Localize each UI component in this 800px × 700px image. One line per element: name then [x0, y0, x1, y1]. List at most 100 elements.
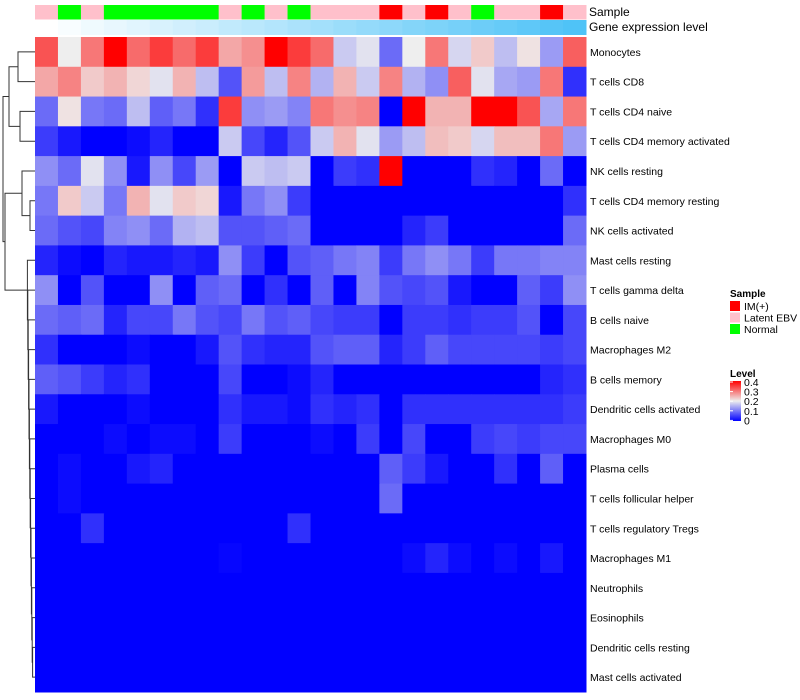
heatmap-cell	[448, 453, 472, 485]
gene-expression-annotation-cell	[218, 20, 243, 35]
row-label: B cells naive	[590, 315, 649, 327]
gene-expression-annotation-cell	[264, 20, 289, 35]
heatmap-cell	[241, 215, 266, 246]
heatmap-cell	[195, 572, 220, 604]
heatmap-cell	[494, 394, 518, 425]
dendrogram-branch	[2, 96, 9, 243]
sample-annotation-cell	[57, 5, 82, 20]
heatmap-cell	[333, 37, 357, 68]
heatmap-cell	[494, 424, 518, 455]
heatmap-cell	[333, 304, 357, 336]
heatmap-cell	[103, 394, 128, 425]
heatmap-cell	[563, 126, 587, 157]
heatmap-cell	[379, 483, 403, 514]
heatmap-cell	[333, 424, 357, 455]
heatmap-cell	[172, 394, 197, 425]
heatmap-cell	[264, 483, 289, 514]
heatmap-cell	[241, 245, 266, 276]
heatmap-cell	[287, 602, 311, 633]
heatmap-cell	[333, 245, 357, 276]
heatmap-cell	[448, 275, 472, 306]
heatmap-cell	[402, 245, 426, 276]
heatmap-cell	[402, 513, 426, 544]
heatmap-cell	[333, 483, 357, 514]
sample-annotation-cell	[540, 5, 564, 20]
legend-entry-label: Normal	[744, 324, 778, 336]
heatmap-cell	[379, 632, 403, 663]
heatmap-cell	[195, 185, 220, 217]
heatmap-cell	[149, 37, 174, 68]
heatmap-cell	[35, 453, 59, 485]
heatmap-cell	[287, 453, 311, 485]
heatmap-cell	[425, 275, 449, 306]
heatmap-cell	[494, 543, 518, 574]
heatmap-cell	[379, 543, 403, 574]
heatmap-cell	[540, 126, 564, 157]
heatmap-cell	[80, 96, 105, 127]
heatmap-cell	[425, 572, 449, 604]
heatmap-cell	[35, 37, 59, 68]
heatmap-cell	[494, 364, 518, 395]
sample-annotation-cell	[379, 5, 403, 20]
heatmap-cell	[471, 37, 495, 68]
heatmap-cell	[448, 215, 472, 246]
heatmap-cell	[287, 513, 311, 544]
heatmap-cell	[356, 334, 380, 365]
heatmap-cell	[103, 513, 128, 544]
heatmap-cell	[402, 215, 426, 246]
heatmap-cell	[57, 483, 82, 514]
heatmap-cell	[333, 453, 357, 485]
heatmap-cell	[379, 245, 403, 276]
heatmap-cell	[540, 453, 564, 485]
heatmap-cell	[264, 394, 289, 425]
heatmap-cell	[310, 632, 334, 663]
heatmap-cell	[149, 215, 174, 246]
heatmap-cell	[425, 156, 449, 187]
heatmap-cell	[379, 185, 403, 217]
heatmap-cell	[356, 156, 380, 187]
heatmap-cell	[494, 126, 518, 157]
heatmap-cell	[310, 96, 334, 127]
heatmap-cell	[540, 662, 564, 693]
heatmap-cell	[471, 66, 495, 98]
heatmap-cell	[103, 185, 128, 217]
heatmap-cell	[379, 156, 403, 187]
heatmap-cell	[540, 37, 564, 68]
heatmap-cell	[35, 602, 59, 633]
annotation-label-sample: Sample	[589, 5, 630, 19]
heatmap-cell	[448, 543, 472, 574]
heatmap-cell	[57, 662, 82, 693]
heatmap-cell	[287, 245, 311, 276]
row-label: T cells CD8	[590, 77, 644, 89]
gene-expression-annotation-cell	[563, 20, 587, 35]
heatmap-cell	[402, 304, 426, 336]
heatmap-cell	[195, 394, 220, 425]
heatmap-cell	[149, 185, 174, 217]
heatmap-cell	[35, 96, 59, 127]
heatmap-cell	[517, 334, 541, 365]
heatmap-cell	[333, 662, 357, 693]
heatmap-cell	[356, 96, 380, 127]
heatmap-cell	[540, 156, 564, 187]
sample-annotation-cell	[103, 5, 128, 20]
heatmap-cell	[517, 662, 541, 693]
heatmap-cell	[149, 632, 174, 663]
heatmap-cell	[517, 394, 541, 425]
heatmap-cell	[35, 126, 59, 157]
heatmap-cell	[563, 96, 587, 127]
sample-annotation-cell	[149, 5, 174, 20]
heatmap-cell	[57, 334, 82, 365]
heatmap-cell	[126, 632, 151, 663]
heatmap-cell	[57, 304, 82, 336]
heatmap-cell	[494, 215, 518, 246]
heatmap-cell	[287, 483, 311, 514]
heatmap-cell	[333, 394, 357, 425]
sample-annotation-cell	[402, 5, 426, 20]
heatmap-cell	[425, 185, 449, 217]
heatmap-cell	[540, 394, 564, 425]
heatmap-cell	[471, 215, 495, 246]
heatmap-cell	[241, 96, 266, 127]
heatmap-cell	[448, 334, 472, 365]
heatmap-cell	[195, 334, 220, 365]
